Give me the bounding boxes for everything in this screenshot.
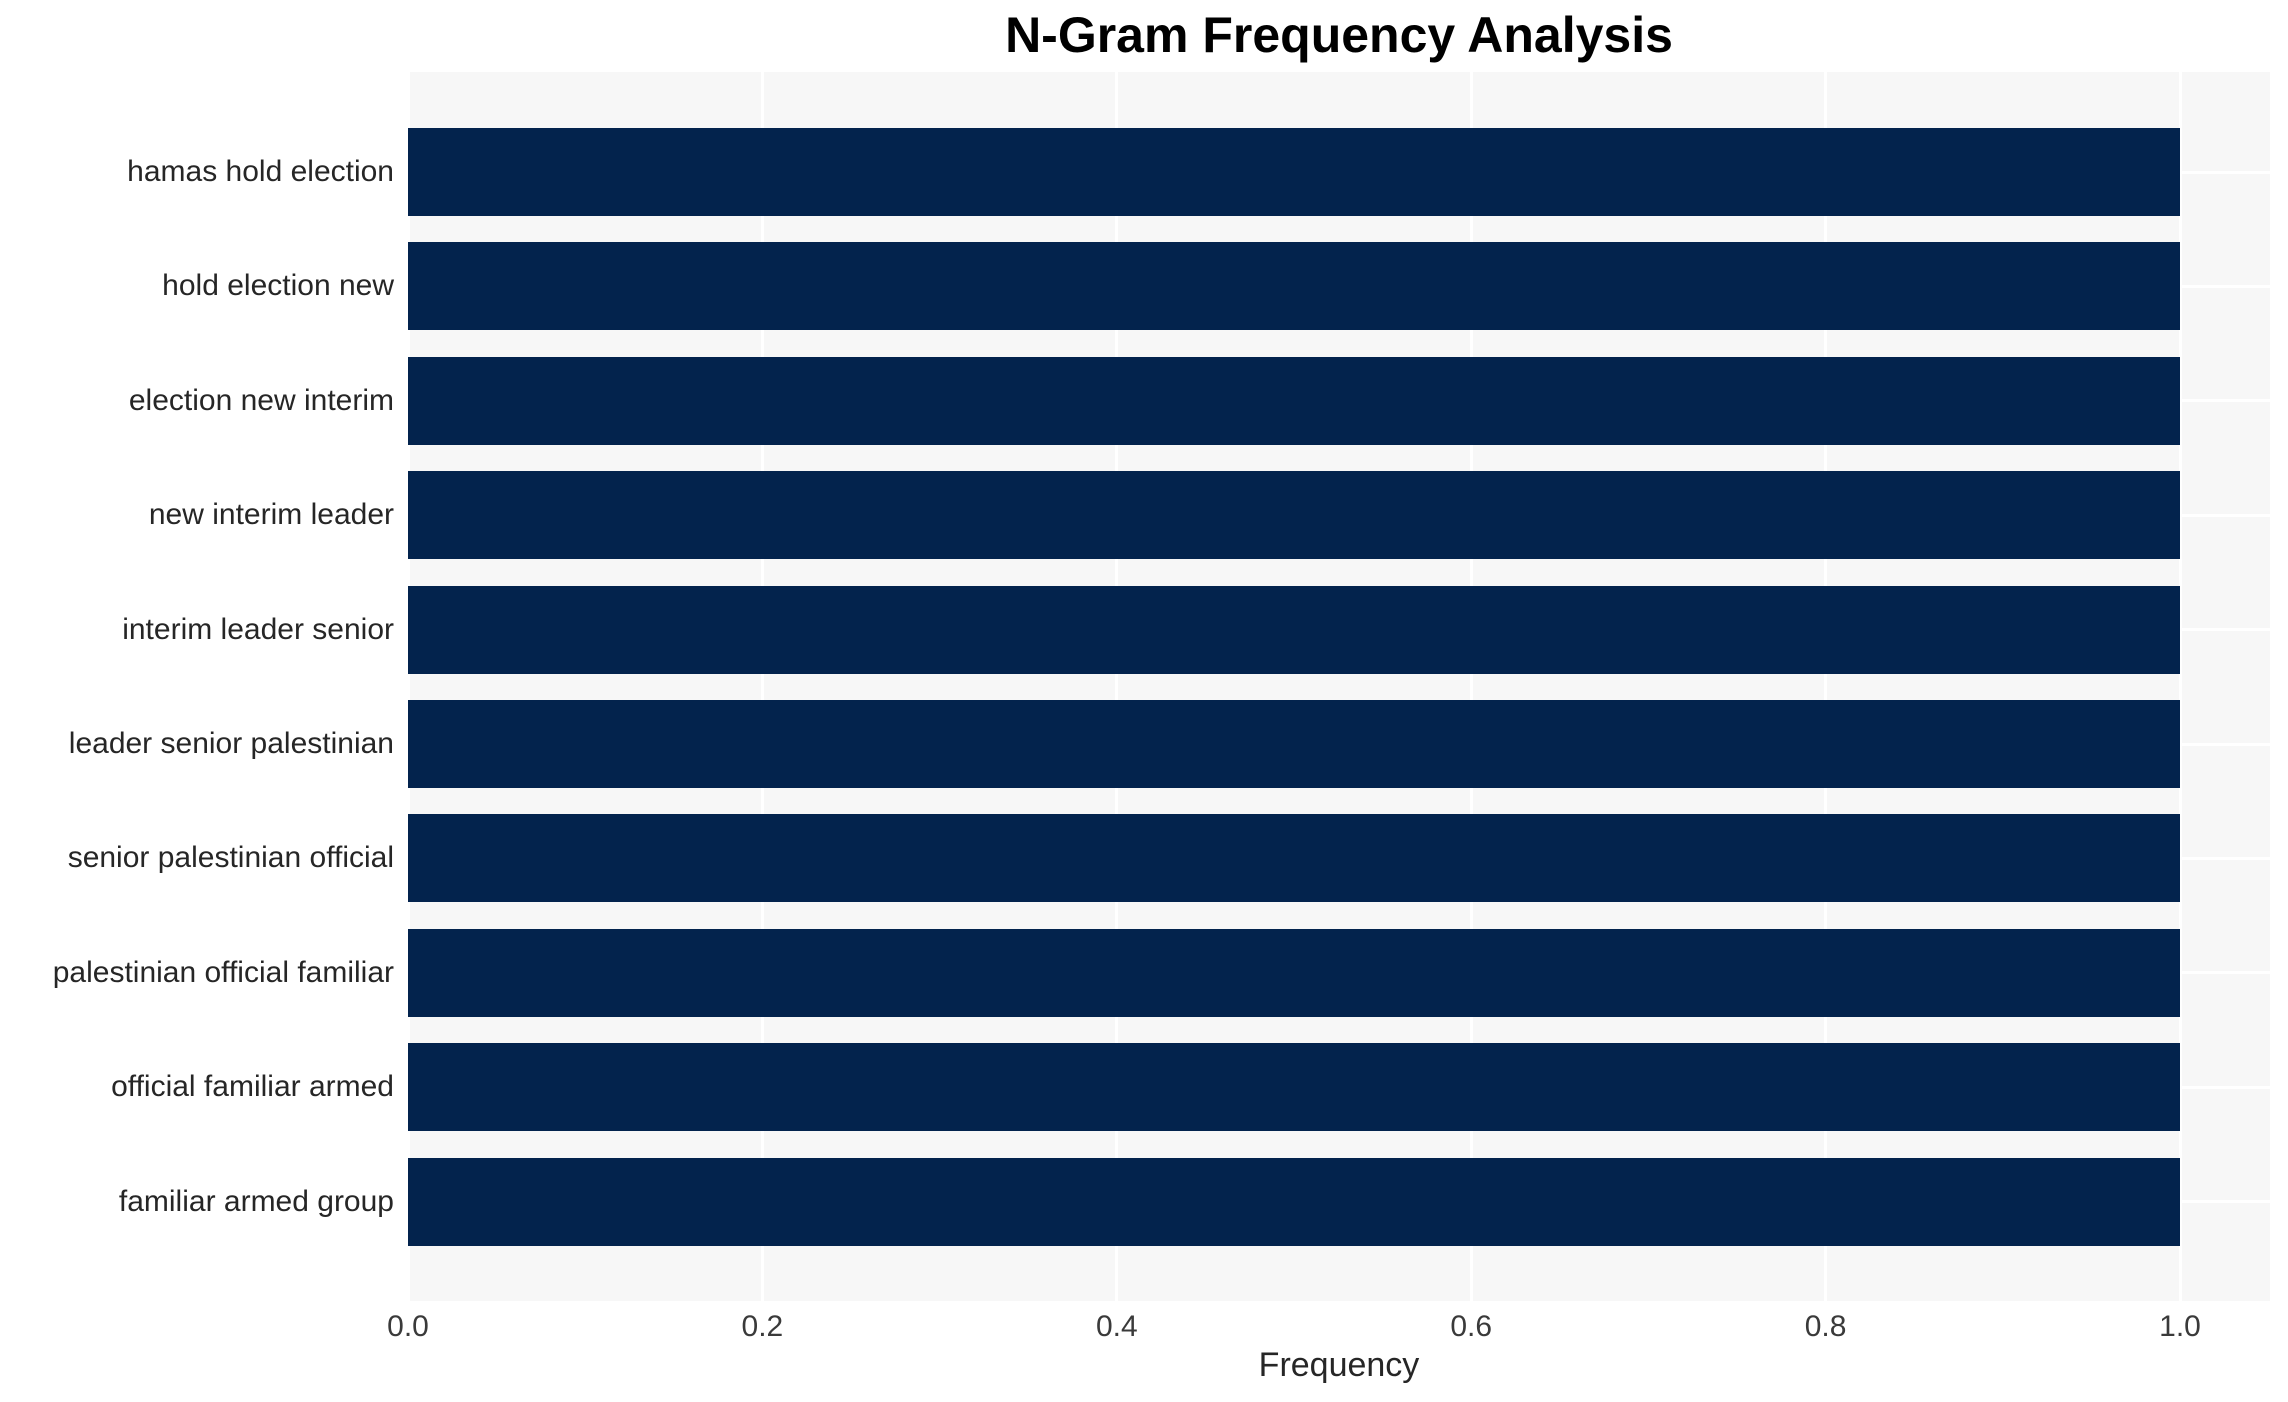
vertical-gridline [406, 72, 410, 1301]
x-tick-label: 0.0 [387, 1310, 429, 1343]
vertical-gridline [2178, 72, 2182, 1301]
chart-title: N-Gram Frequency Analysis [1005, 7, 1673, 63]
bar [408, 242, 2180, 331]
vertical-gridline [1824, 72, 1828, 1301]
vertical-gridline [760, 72, 764, 1301]
y-tick-label: interim leader senior [122, 612, 394, 646]
x-tick-label: 0.2 [741, 1310, 784, 1343]
bar [408, 1043, 2180, 1132]
bar [408, 1157, 2180, 1246]
vertical-gridline [1469, 72, 1473, 1301]
y-tick-label: election new interim [128, 383, 394, 417]
x-tick-label: 0.4 [1095, 1310, 1138, 1343]
bar [408, 928, 2180, 1017]
y-tick-label: new interim leader [148, 498, 394, 532]
plot-area [406, 72, 2270, 1301]
bar [408, 356, 2180, 445]
bar [408, 128, 2180, 216]
y-tick-label: familiar armed group [118, 1184, 394, 1218]
vertical-gridline [1115, 72, 1119, 1301]
x-axis-label: Frequency [1258, 1346, 1420, 1384]
y-tick-label: hamas hold election [127, 155, 394, 188]
x-tick-label: 0.6 [1450, 1310, 1493, 1343]
bar [408, 814, 2180, 903]
bar [408, 471, 2180, 560]
bar [408, 700, 2180, 788]
x-tick-label: 1.0 [2159, 1310, 2201, 1343]
y-tick-label: hold election new [162, 269, 394, 303]
y-tick-label: official familiar armed [111, 1070, 394, 1104]
x-tick-label: 0.8 [1804, 1310, 1847, 1343]
bar [408, 585, 2180, 674]
y-tick-label: leader senior palestinian [68, 727, 394, 760]
y-tick-label: senior palestinian official [67, 841, 394, 875]
y-tick-label: palestinian official familiar [52, 955, 394, 989]
